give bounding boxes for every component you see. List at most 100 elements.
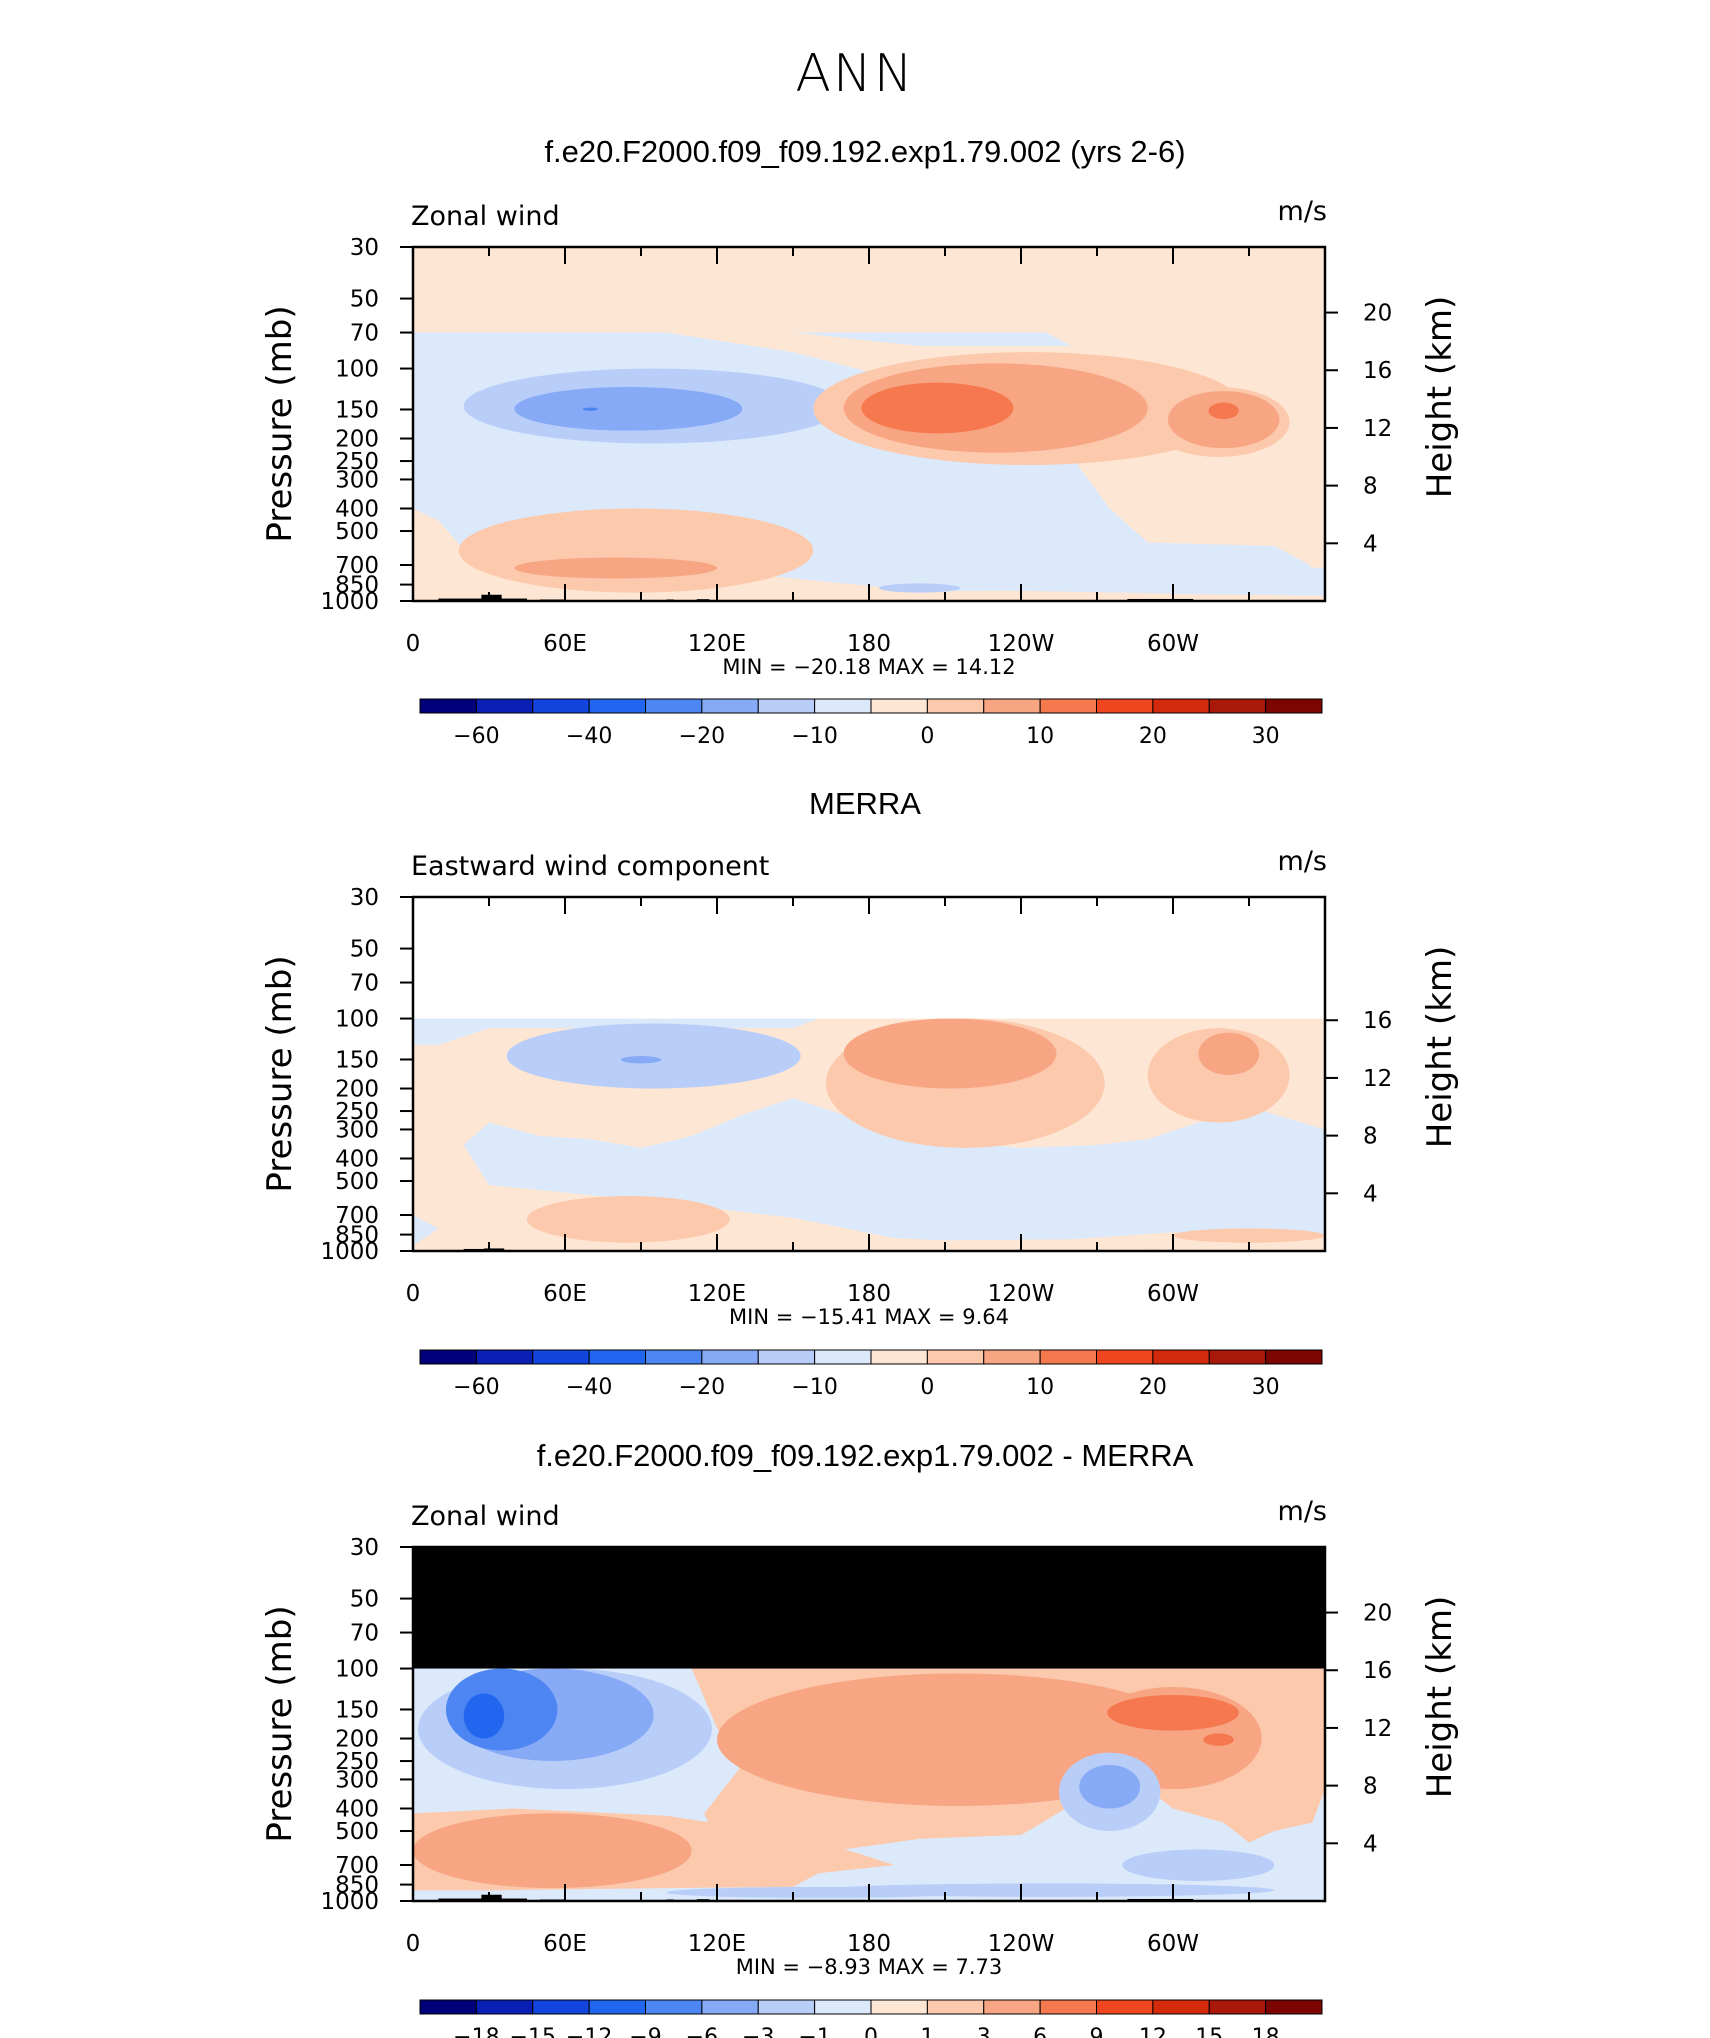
colorbar-tick-label: −18 xyxy=(453,2025,499,2038)
colorbar-tick-label: 9 xyxy=(1090,2025,1104,2038)
field-name-label: Eastward wind component xyxy=(411,851,769,882)
colorbar-swatch xyxy=(701,698,759,714)
colorbar-swatch xyxy=(419,698,477,714)
colorbar-tick-label: 30 xyxy=(1252,724,1280,749)
colorbar-tick-label: −20 xyxy=(679,724,725,749)
colorbar-tick-label: −6 xyxy=(686,2025,718,2038)
colorbar-tick-label: 0 xyxy=(920,1375,934,1400)
lon-tick-label: 120W xyxy=(988,631,1055,657)
field-name-label: Zonal wind xyxy=(411,201,560,232)
lon-tick-label: 180 xyxy=(847,1931,891,1957)
pressure-tick-label: 700 xyxy=(335,553,379,579)
pressure-tick-label: 200 xyxy=(335,427,379,453)
colorbar-tick-label: 1 xyxy=(920,2025,934,2038)
pressure-tick-label: 100 xyxy=(335,1007,379,1033)
colorbar-swatch xyxy=(814,1349,872,1365)
y-axis-title-left: Pressure (mb) xyxy=(260,1605,300,1842)
contour-region xyxy=(1107,1695,1239,1731)
height-tick-label: 16 xyxy=(1363,1008,1392,1034)
colorbar-swatch xyxy=(870,698,928,714)
colorbar-tick-label: −9 xyxy=(629,2025,661,2038)
pressure-tick-label: 70 xyxy=(350,321,379,347)
lon-tick-label: 120E xyxy=(688,1281,746,1307)
height-tick-label: 20 xyxy=(1363,301,1392,327)
colorbar-tick-label: −60 xyxy=(453,724,499,749)
pressure-tick-label: 100 xyxy=(335,1657,379,1683)
pressure-tick-label: 250 xyxy=(335,449,379,475)
colorbar-tick-label: −20 xyxy=(679,1375,725,1400)
colorbar-swatch xyxy=(983,698,1041,714)
lon-tick-label: 180 xyxy=(847,631,891,657)
lon-tick-label: 0 xyxy=(406,1931,421,1957)
colorbar-swatch xyxy=(1265,1349,1323,1365)
pressure-tick-label: 300 xyxy=(335,467,379,493)
lon-tick-label: 0 xyxy=(406,631,421,657)
colorbar-swatch xyxy=(1152,1349,1210,1365)
colorbar-tick-label: 18 xyxy=(1252,2025,1280,2038)
colorbar-swatch xyxy=(1208,1999,1267,2015)
pressure-tick-label: 30 xyxy=(350,1535,379,1561)
panel-1-title: f.e20.F2000.f09_f09.192.exp1.79.002 (yrs… xyxy=(544,134,1186,169)
colorbar-swatch xyxy=(588,1999,646,2015)
height-tick-label: 12 xyxy=(1363,416,1392,442)
pressure-tick-label: 150 xyxy=(335,1047,379,1073)
pressure-tick-label: 50 xyxy=(350,287,379,313)
panel-3-title: f.e20.F2000.f09_f09.192.exp1.79.002 - ME… xyxy=(536,1438,1194,1473)
colorbar-swatch xyxy=(757,1999,816,2015)
pressure-tick-label: 150 xyxy=(335,1697,379,1723)
lon-tick-label: 120E xyxy=(688,1931,746,1957)
colorbar-swatch xyxy=(475,1349,534,1365)
units-label: m/s xyxy=(1278,196,1327,227)
height-tick-label: 8 xyxy=(1363,1774,1378,1800)
min-max-stats: MIN = −8.93 MAX = 7.73 xyxy=(736,1955,1003,1979)
contour-region xyxy=(1167,391,1280,449)
colorbar-swatch xyxy=(532,698,590,714)
panel-2: 3050701001502002503004005007008501000161… xyxy=(260,846,1460,1400)
contour-region xyxy=(666,1886,971,1898)
colorbar-tick-label: 10 xyxy=(1026,1375,1054,1400)
units-label: m/s xyxy=(1278,846,1327,877)
colorbar-swatch xyxy=(1208,698,1267,714)
colorbar-swatch xyxy=(532,1999,590,2015)
main-title: ANN xyxy=(795,44,915,104)
colorbar: −60 −40 −20 −10 0 10 20 30 xyxy=(419,1349,1323,1400)
panel-1: 3050701001502002503004005007008501000201… xyxy=(260,196,1460,749)
colorbar-tick-label: 30 xyxy=(1252,1375,1280,1400)
pressure-tick-label: 70 xyxy=(350,971,379,997)
colorbar-swatch xyxy=(757,1349,816,1365)
pressure-tick-label: 200 xyxy=(335,1077,379,1103)
lon-tick-label: 180 xyxy=(847,1281,891,1307)
contour-region xyxy=(1208,402,1239,420)
colorbar-swatch xyxy=(1096,1349,1154,1365)
pressure-tick-label: 50 xyxy=(350,1587,379,1613)
contour-region xyxy=(1079,1765,1141,1809)
contour-region xyxy=(1203,1733,1234,1746)
topography-mask xyxy=(483,1248,505,1251)
colorbar-tick-label: −60 xyxy=(453,1375,499,1400)
colorbar-swatch xyxy=(1039,1999,1097,2015)
colorbar-tick-label: 10 xyxy=(1026,724,1054,749)
pressure-tick-label: 1000 xyxy=(320,1239,379,1265)
topography-mask xyxy=(481,1894,502,1901)
min-max-stats: MIN = −15.41 MAX = 9.64 xyxy=(729,1305,1009,1329)
topography-mask xyxy=(481,594,502,601)
colorbar-swatch xyxy=(645,698,703,714)
colorbar-swatch xyxy=(926,698,985,714)
contour-region xyxy=(793,332,1072,346)
colorbar-tick-label: 15 xyxy=(1195,2025,1223,2038)
panel-3: 3050701001502002503004005007008501000201… xyxy=(260,1496,1460,2038)
colorbar-tick-label: 0 xyxy=(864,2025,878,2038)
height-tick-label: 8 xyxy=(1363,1124,1378,1150)
colorbar-swatch xyxy=(983,1349,1041,1365)
contour-region xyxy=(620,1056,662,1064)
contour-region xyxy=(458,508,814,593)
missing-data-region xyxy=(413,897,1325,1019)
pressure-tick-label: 850 xyxy=(335,1873,379,1899)
pressure-tick-label: 850 xyxy=(335,1223,379,1249)
colorbar-tick-label: −40 xyxy=(566,1375,612,1400)
contour-field xyxy=(413,1547,1325,1901)
colorbar-swatch xyxy=(419,1349,477,1365)
colorbar-swatch xyxy=(926,1999,985,2015)
colorbar-tick-label: 6 xyxy=(1033,2025,1047,2038)
